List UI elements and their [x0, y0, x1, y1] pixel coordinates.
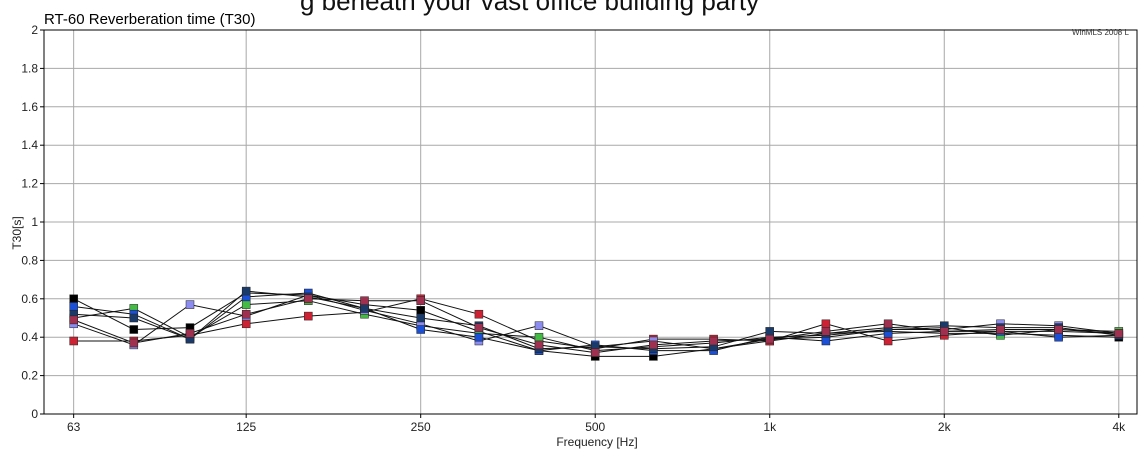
- data-point: [883, 319, 893, 329]
- top-caption: g beneath your vast office building part…: [300, 0, 760, 16]
- y-tick-label: 0.2: [21, 369, 38, 383]
- data-point: [69, 315, 78, 325]
- y-tick-label: 0: [31, 407, 38, 421]
- data-point: [69, 294, 78, 304]
- data-point: [649, 340, 658, 350]
- data-point: [709, 336, 718, 346]
- y-tick-label: 1.4: [21, 138, 38, 152]
- data-point: [241, 319, 251, 329]
- plot-frame: [43, 29, 1138, 415]
- data-point: [416, 296, 425, 305]
- y-tick-label: 0.8: [21, 253, 38, 267]
- data-point: [883, 336, 893, 346]
- chart-title: RT-60 Reverberation time (T30): [44, 11, 255, 28]
- data-point: [69, 302, 78, 311]
- data-point: [129, 313, 139, 323]
- data-point: [416, 325, 425, 334]
- data-point: [534, 321, 544, 330]
- data-point: [474, 323, 484, 332]
- data-point: [534, 340, 544, 350]
- data-point: [416, 313, 425, 323]
- watermark-label: WinMLS 2008 L: [1072, 28, 1129, 37]
- y-tick-label: 1.2: [21, 177, 38, 191]
- series-group: [69, 286, 1124, 361]
- x-tick-label: 63: [67, 420, 81, 434]
- y-tick-label: 1.8: [21, 61, 38, 75]
- series-7: [69, 294, 1124, 357]
- x-tick-label: 250: [411, 420, 431, 434]
- x-tick-label: 1k: [763, 420, 777, 434]
- data-point: [129, 325, 139, 334]
- data-point: [241, 286, 251, 296]
- data-point: [940, 327, 949, 336]
- data-point: [821, 336, 831, 346]
- data-point: [1114, 329, 1124, 338]
- data-point: [241, 309, 251, 319]
- x-tick-label: 2k: [938, 420, 952, 434]
- data-point: [304, 311, 313, 321]
- x-axis-label: Frequency [Hz]: [556, 435, 637, 449]
- data-point: [821, 319, 831, 329]
- data-point: [534, 332, 544, 342]
- y-tick-label: 0.4: [21, 330, 38, 344]
- data-point: [304, 294, 313, 304]
- data-point: [360, 296, 369, 305]
- y-axis-label: T30[s]: [10, 216, 24, 249]
- data-point: [360, 304, 369, 313]
- x-tick-label: 500: [585, 420, 605, 434]
- data-point: [474, 332, 484, 342]
- data-point: [821, 327, 831, 336]
- data-point: [416, 306, 425, 315]
- data-point: [185, 300, 195, 309]
- series-6: [69, 286, 1124, 353]
- data-point: [474, 309, 484, 319]
- grid: [40, 29, 1137, 418]
- y-tick-label: 1.6: [21, 100, 38, 114]
- y-tick-label: 2: [31, 23, 38, 37]
- y-tick-label: 1: [31, 215, 38, 229]
- x-tick-label: 4k: [1112, 420, 1126, 434]
- data-point: [765, 334, 774, 344]
- data-point: [1054, 332, 1063, 342]
- x-tick-labels: 63 125 250 500 1k 2k 4k: [67, 420, 1126, 434]
- data-point: [185, 329, 195, 338]
- y-tick-labels: 0 0.2 0.4 0.6 0.8 1 1.2 1.4 1.6 1.8 2: [21, 23, 38, 421]
- x-tick-label: 125: [236, 420, 256, 434]
- y-tick-label: 0.6: [21, 292, 38, 306]
- data-point: [241, 300, 251, 309]
- data-point: [1054, 325, 1063, 334]
- data-point: [129, 338, 139, 348]
- data-point: [765, 327, 774, 336]
- data-point: [69, 336, 78, 346]
- data-point: [996, 325, 1005, 334]
- data-point: [590, 348, 600, 357]
